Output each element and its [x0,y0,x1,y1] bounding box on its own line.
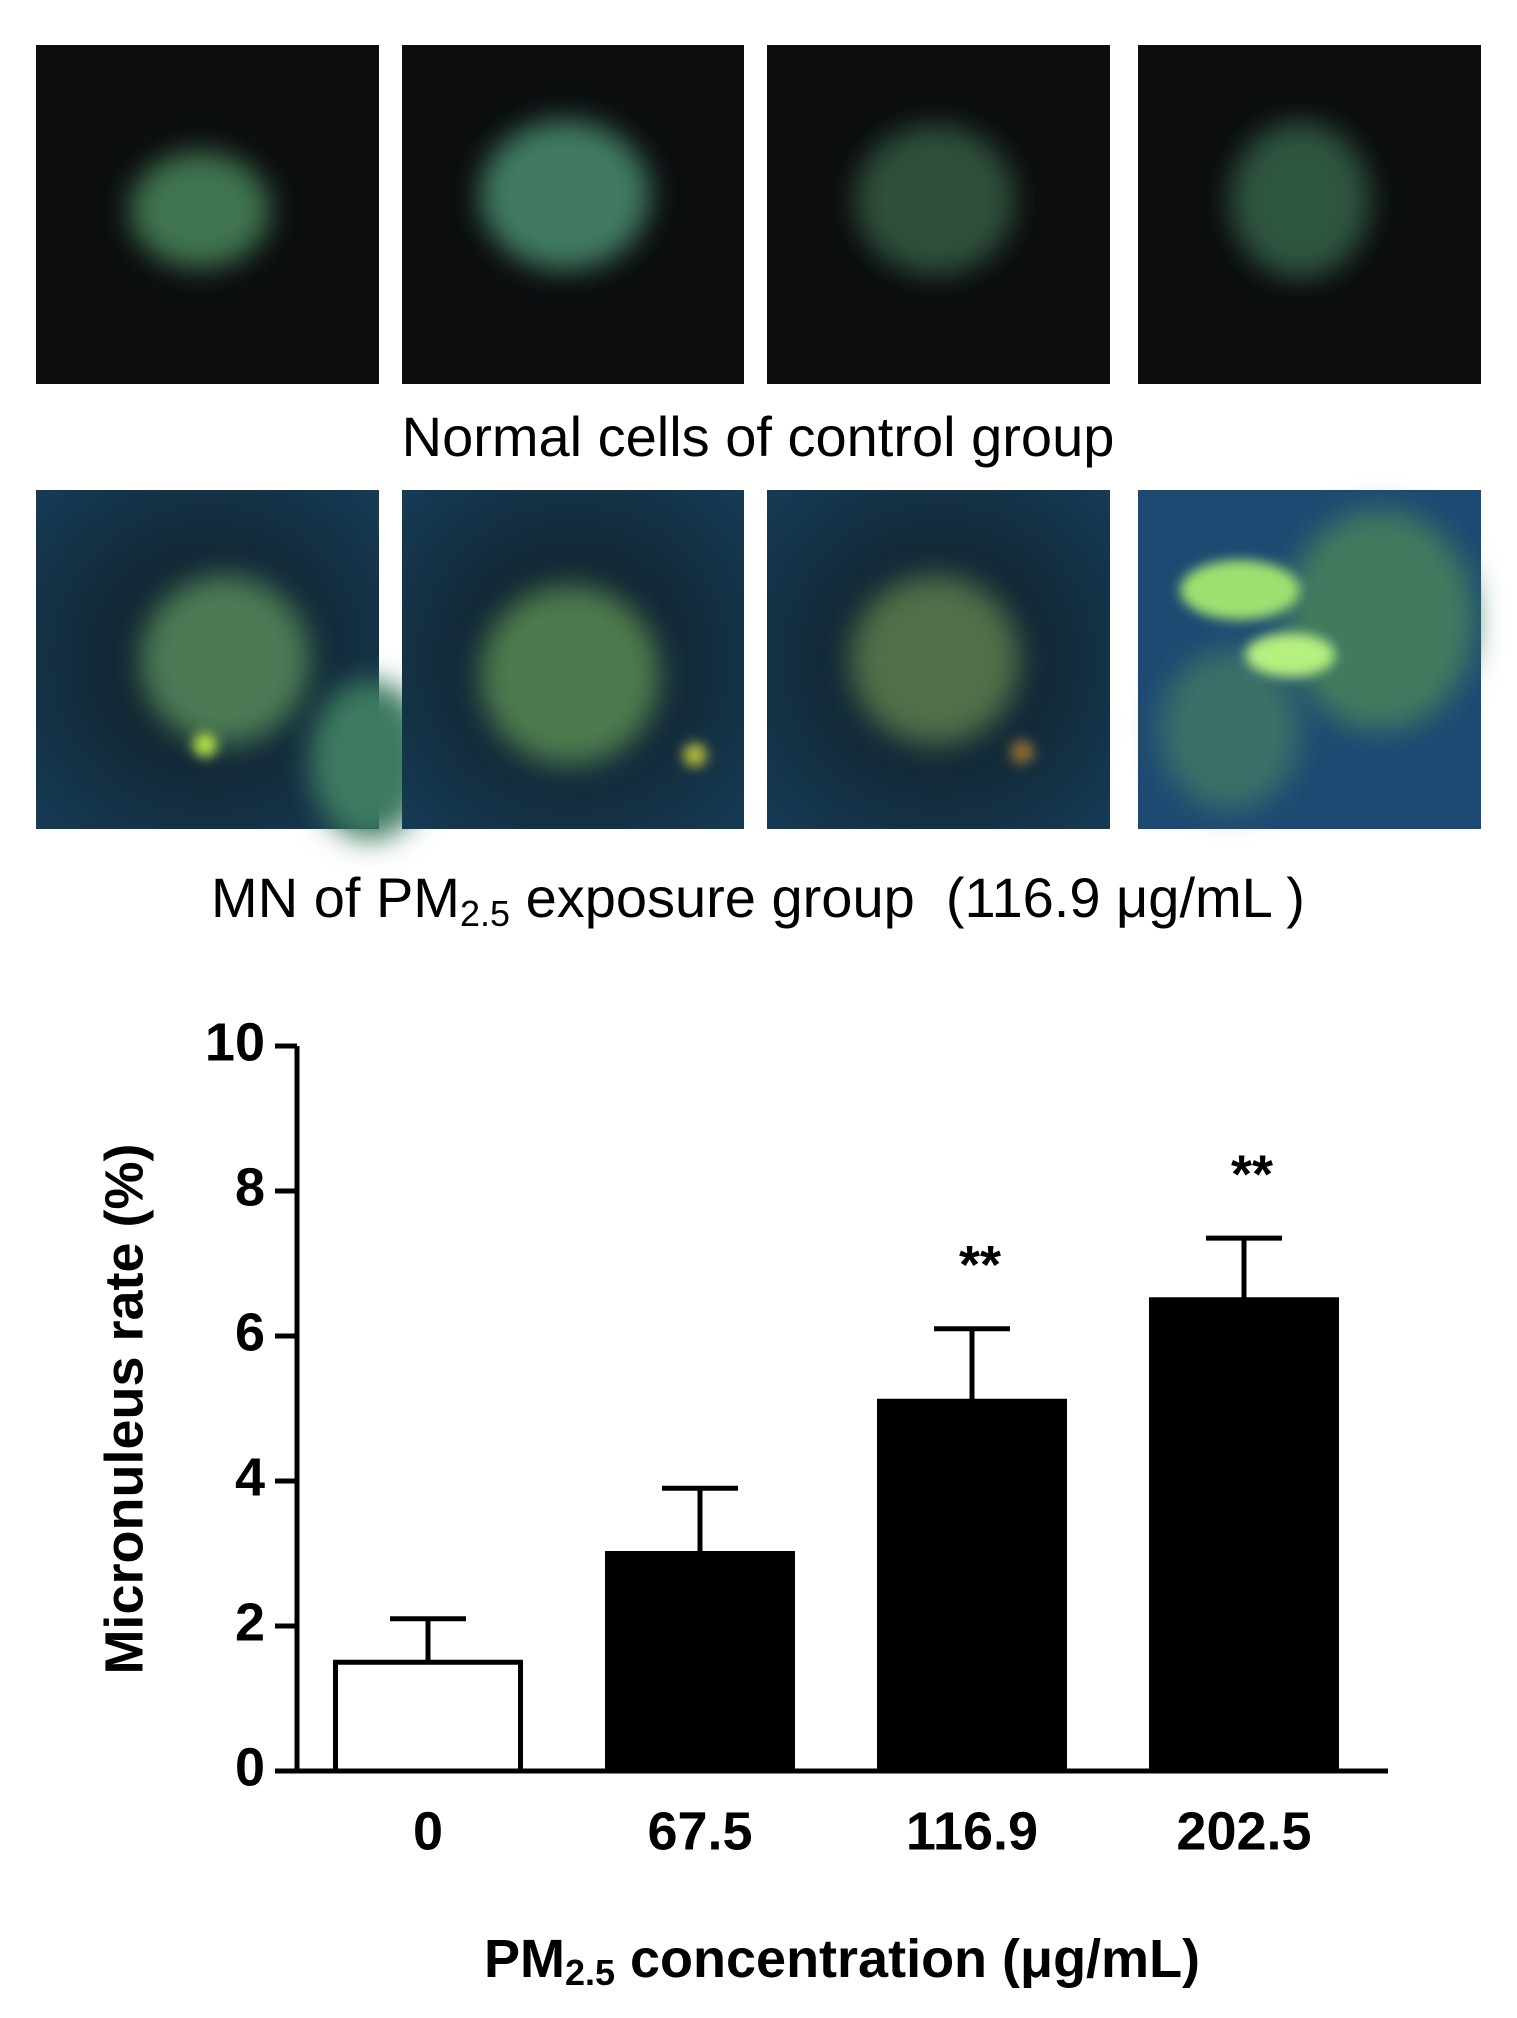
caption-text: MN of PM [211,866,460,929]
bar [877,1398,1067,1774]
x-axis-label: PM2.5 concentration (μg/mL) [484,1929,1200,1992]
y-tick-label: 0 [235,1737,265,1797]
caption-text: exposure group (116.9 μg/mL ) [510,866,1305,929]
significance-label: ** [1231,1144,1273,1204]
x-label-subscript: 2.5 [565,1952,615,1993]
y-tick-label: 8 [235,1157,265,1217]
y-tick-label: 4 [235,1447,265,1507]
bar [605,1551,795,1774]
x-label-text: PM [484,1929,565,1989]
y-tick-label: 2 [235,1592,265,1652]
bar [333,1659,523,1774]
x-tick-label: 0 [413,1801,443,1861]
significance-label: ** [959,1235,1001,1295]
y-tick-label: 10 [205,1012,265,1072]
control-micrographs [36,45,1481,384]
exposure-micrographs [36,490,1481,840]
bar [1149,1297,1339,1774]
x-label-text: concentration (μg/mL) [615,1929,1200,1989]
control-caption: Normal cells of control group [402,405,1115,468]
exposure-caption: MN of PM2.5 exposure group (116.9 μg/mL … [211,866,1305,934]
x-tick-label: 67.5 [647,1801,752,1861]
caption-subscript: 2.5 [460,893,510,934]
y-tick-label: 6 [235,1302,265,1362]
x-tick-label: 202.5 [1176,1801,1311,1861]
y-axis-label: Micronuleus rate (%) [94,1143,154,1674]
x-tick-label: 116.9 [906,1801,1038,1861]
